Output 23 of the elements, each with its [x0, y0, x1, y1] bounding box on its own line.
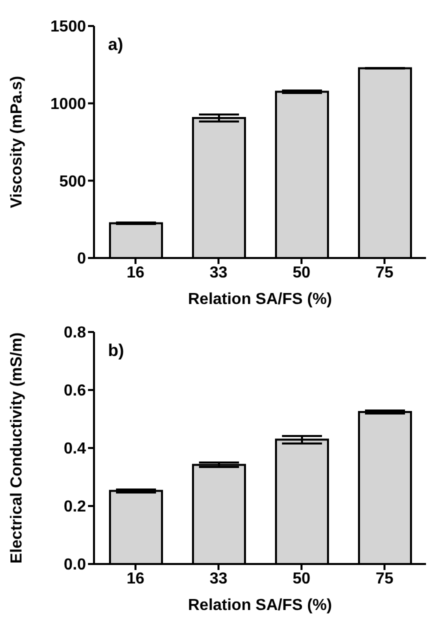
annotation: a) — [108, 35, 124, 54]
y-tick-label: 0.0 — [64, 556, 86, 574]
y-tick-label: 0.8 — [64, 324, 86, 342]
x-axis-title: Relation SA/FS (%) — [188, 597, 332, 614]
y-tick-label: 500 — [59, 173, 86, 190]
x-tick-label: 16 — [126, 570, 144, 588]
x-tick-label: 50 — [292, 570, 310, 588]
x-tick-label: 75 — [376, 570, 394, 588]
x-tick-label: 33 — [210, 570, 228, 588]
y-tick-label: 0.4 — [64, 440, 86, 458]
x-tick-label: 16 — [126, 264, 144, 282]
y-tick-label: 1000 — [50, 96, 86, 114]
y-tick-label: 1500 — [50, 18, 86, 36]
annotation: b) — [108, 341, 124, 360]
x-tick-label: 75 — [376, 264, 394, 282]
x-axis-title: Relation SA/FS (%) — [188, 291, 332, 308]
y-tick-label: 0 — [77, 250, 86, 268]
y-tick-label: 0.6 — [64, 382, 86, 400]
y-tick-label: 0.2 — [64, 498, 86, 516]
x-tick-label: 33 — [210, 264, 228, 282]
y-axis-title: Viscosity (mPa.s) — [8, 76, 26, 208]
x-tick-label: 50 — [292, 264, 310, 282]
y-axis-title: Electrical Conductivity (mS/m) — [8, 332, 26, 564]
